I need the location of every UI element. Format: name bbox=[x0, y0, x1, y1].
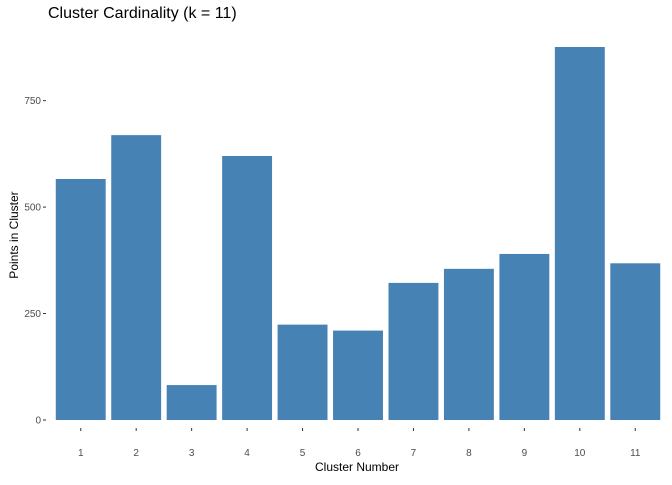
bar-cluster-2 bbox=[111, 135, 162, 420]
bar-cluster-3 bbox=[166, 385, 217, 420]
x-tick-label: 2 bbox=[133, 448, 139, 459]
bar-cluster-8 bbox=[443, 268, 494, 420]
bar-cluster-5 bbox=[277, 324, 328, 420]
y-axis-label: Points in Cluster bbox=[7, 191, 21, 278]
x-axis: 1 2 3 4 5 6 7 8 9 10 11 bbox=[78, 428, 641, 459]
bar-cluster-10 bbox=[554, 47, 605, 420]
x-tick-label: 9 bbox=[522, 448, 528, 459]
bar-cluster-7 bbox=[388, 282, 439, 420]
y-tick-label: 250 bbox=[24, 309, 41, 320]
x-tick-label: 10 bbox=[574, 448, 586, 459]
x-tick-label: 3 bbox=[189, 448, 195, 459]
x-tick-label: 5 bbox=[300, 448, 306, 459]
bar-cluster-1 bbox=[55, 179, 106, 420]
chart-title: Cluster Cardinality (k = 11) bbox=[48, 5, 237, 22]
y-axis: 0 250 500 750 bbox=[24, 96, 46, 427]
y-tick-label: 750 bbox=[24, 96, 41, 107]
bar-cluster-9 bbox=[499, 253, 550, 420]
bars-group bbox=[55, 47, 661, 420]
x-tick-label: 4 bbox=[244, 448, 250, 459]
x-tick-label: 1 bbox=[78, 448, 84, 459]
y-tick-label: 0 bbox=[35, 416, 41, 427]
x-axis-label: Cluster Number bbox=[315, 460, 399, 474]
x-tick-label: 6 bbox=[355, 448, 361, 459]
bar-cluster-4 bbox=[222, 156, 273, 420]
bar-cluster-6 bbox=[333, 330, 383, 420]
y-tick-label: 500 bbox=[24, 203, 41, 214]
x-tick-label: 8 bbox=[466, 448, 472, 459]
x-tick-label: 11 bbox=[630, 448, 641, 459]
bar-cluster-11 bbox=[610, 263, 661, 420]
x-tick-label: 7 bbox=[411, 448, 417, 459]
